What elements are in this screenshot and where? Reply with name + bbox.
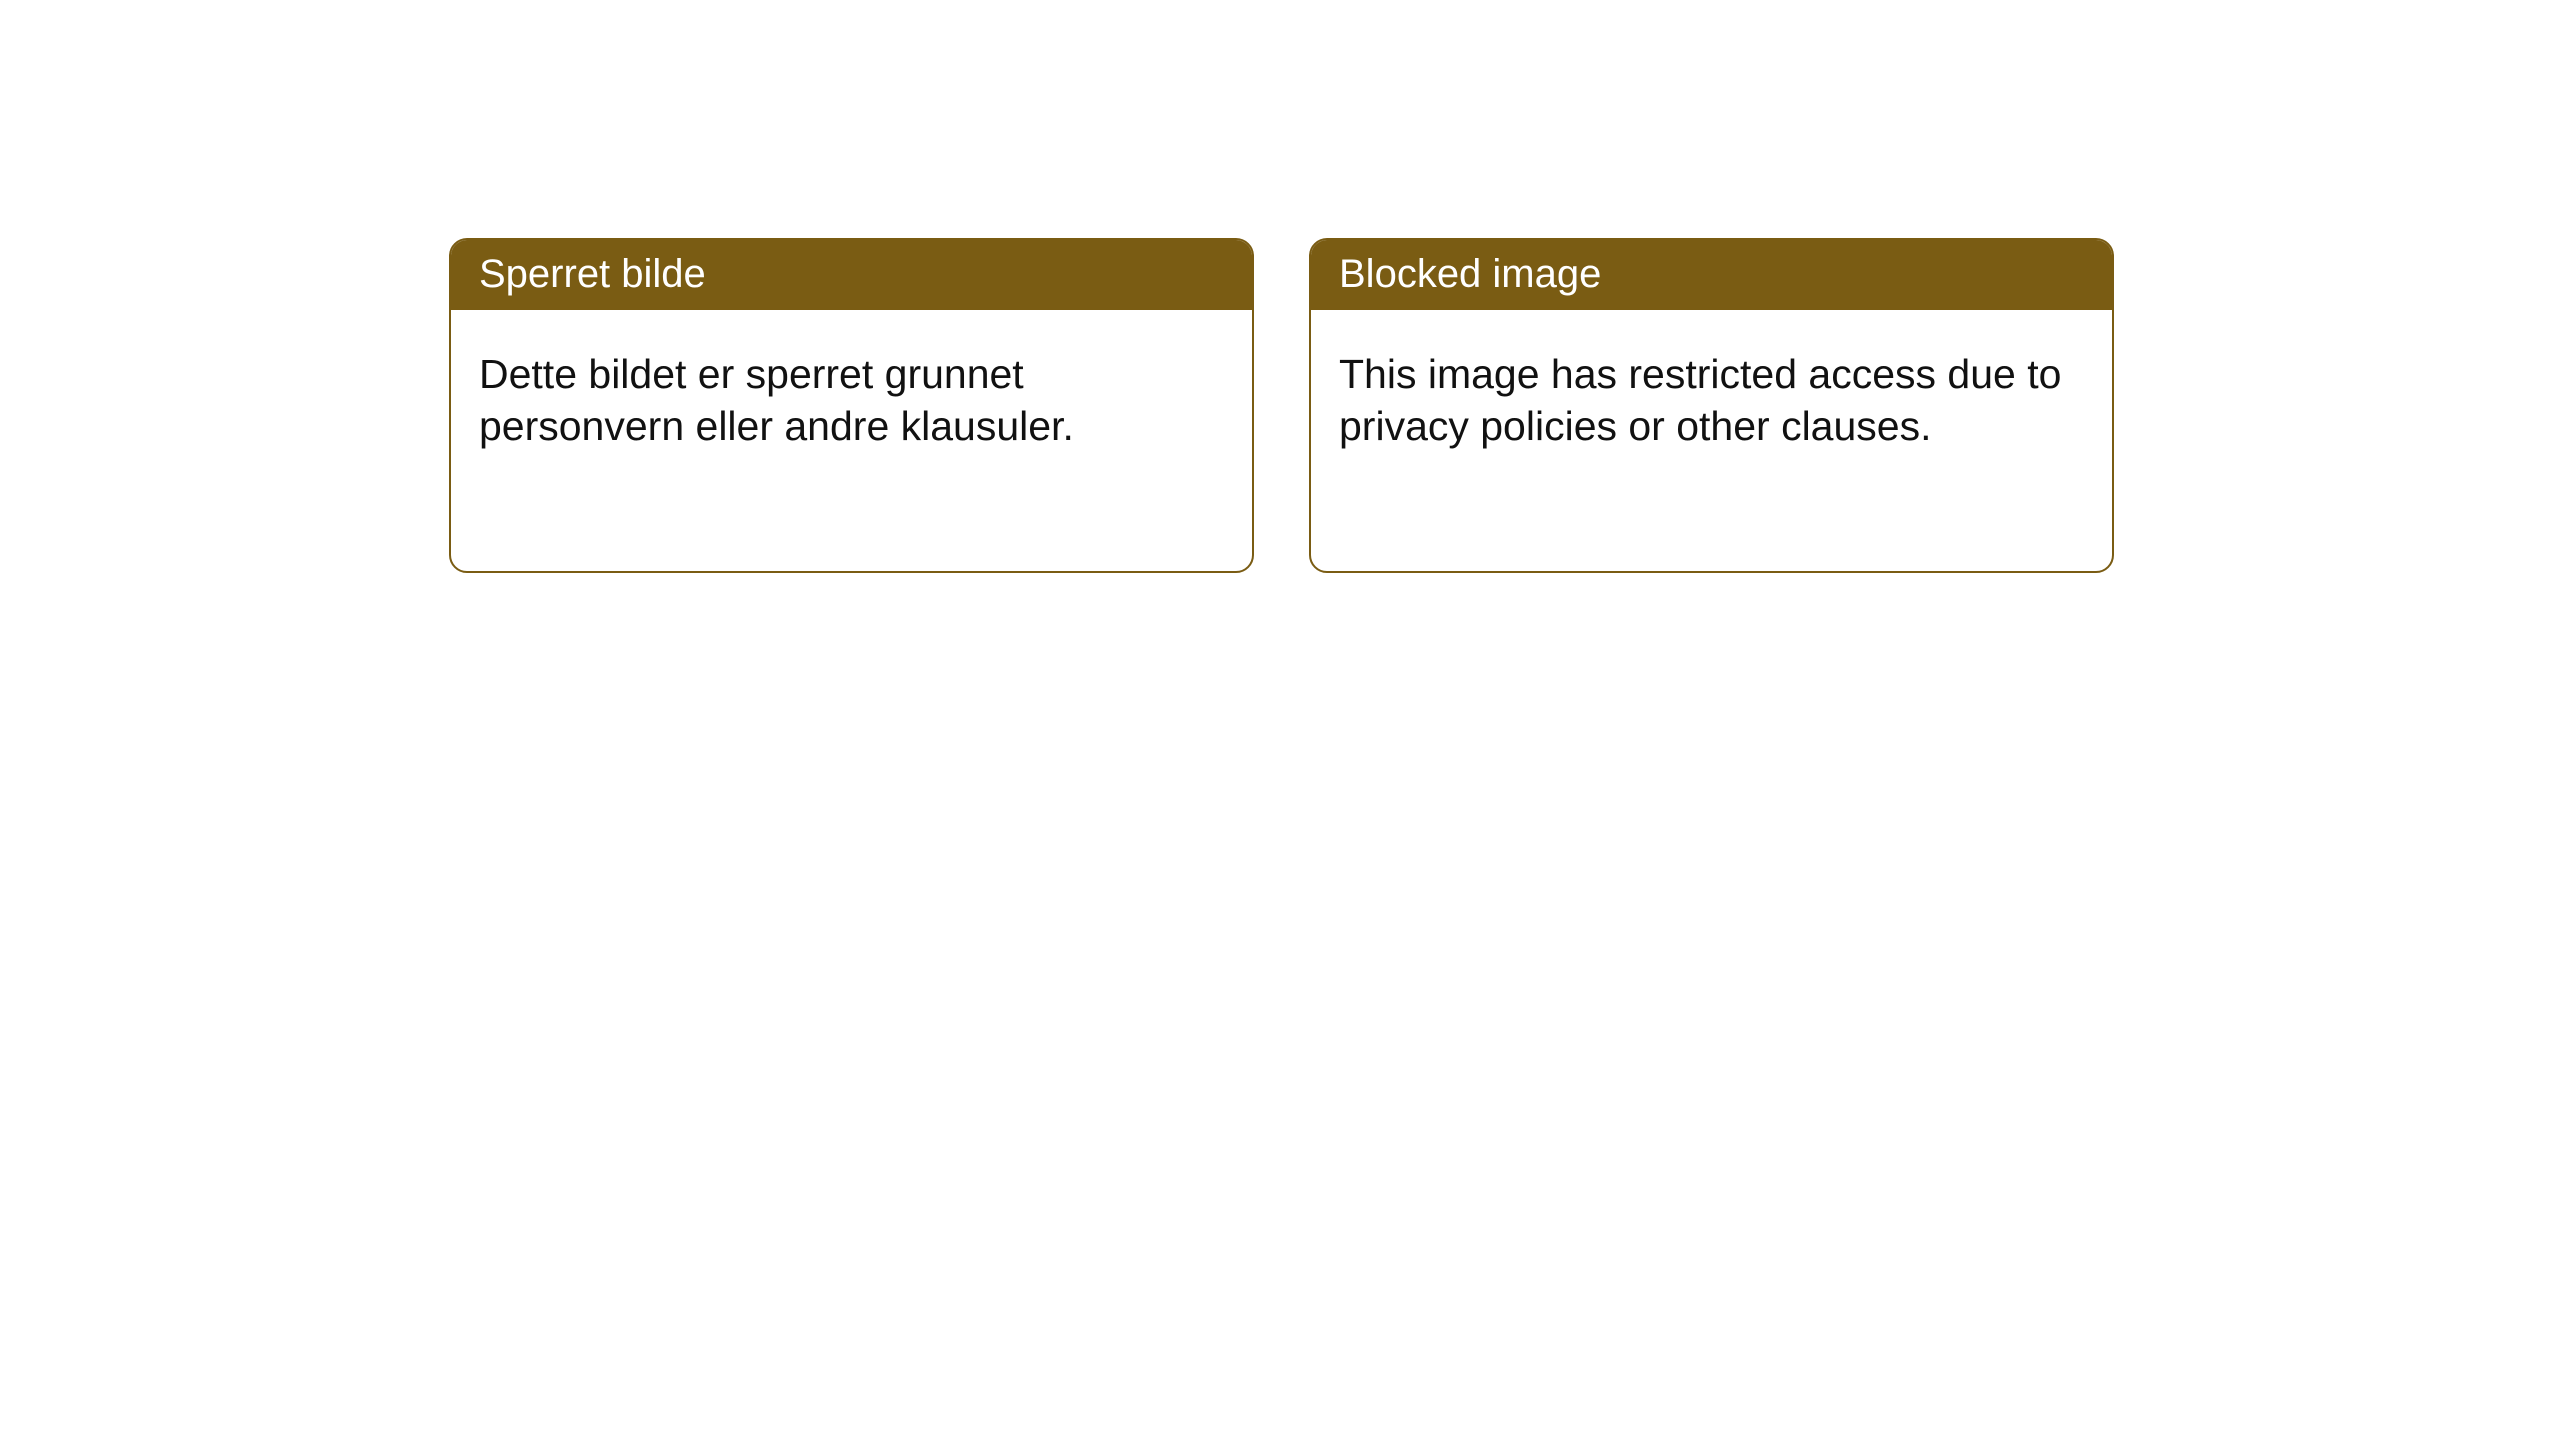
notice-title-english: Blocked image [1311,240,2112,310]
notice-card-norwegian: Sperret bilde Dette bildet er sperret gr… [449,238,1254,573]
notice-body-english: This image has restricted access due to … [1311,310,2112,481]
notice-title-norwegian: Sperret bilde [451,240,1252,310]
notice-body-norwegian: Dette bildet er sperret grunnet personve… [451,310,1252,481]
notice-container: Sperret bilde Dette bildet er sperret gr… [0,0,2560,573]
notice-card-english: Blocked image This image has restricted … [1309,238,2114,573]
